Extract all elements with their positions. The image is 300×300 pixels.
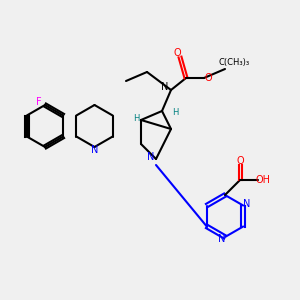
Text: N: N — [147, 152, 154, 163]
Text: H: H — [172, 108, 179, 117]
Text: O: O — [205, 73, 212, 83]
Text: C(CH₃)₃: C(CH₃)₃ — [218, 58, 250, 68]
Text: N: N — [161, 82, 169, 92]
Text: N: N — [91, 145, 98, 155]
Text: N: N — [243, 199, 250, 209]
Text: H: H — [133, 114, 140, 123]
Text: O: O — [236, 155, 244, 166]
Text: N: N — [218, 233, 225, 244]
Text: O: O — [173, 47, 181, 58]
Text: F: F — [36, 97, 42, 107]
Text: OH: OH — [256, 175, 271, 185]
